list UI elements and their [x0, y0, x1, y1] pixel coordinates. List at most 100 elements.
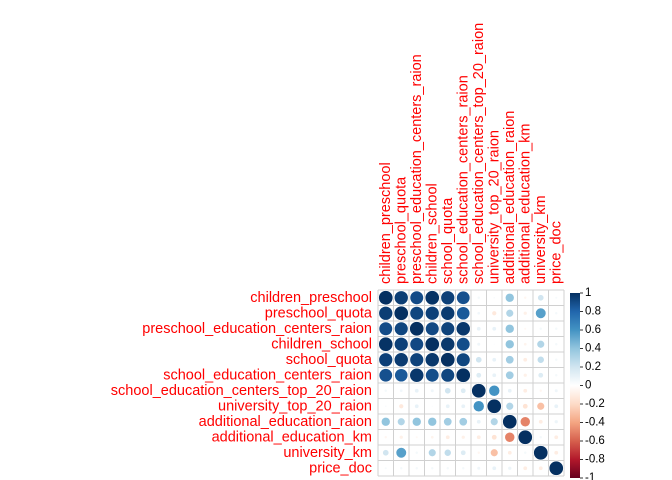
correlation-circle	[414, 466, 419, 471]
correlation-circle	[504, 431, 516, 443]
correlation-circle	[536, 339, 546, 349]
correlation-circle	[378, 336, 394, 352]
correlation-circle	[554, 357, 559, 362]
correlation-circle	[414, 388, 420, 394]
correlation-circle	[517, 429, 533, 445]
correlation-grid	[377, 289, 565, 477]
correlation-circle	[398, 403, 405, 410]
correlation-circle	[554, 326, 559, 331]
row-label: additional_education_km	[212, 429, 372, 445]
correlation-circle	[548, 460, 564, 476]
correlation-circle	[430, 466, 435, 471]
correlation-circle	[538, 419, 544, 425]
correlation-circle	[456, 337, 471, 352]
correlation-circle	[445, 466, 450, 471]
row-labels: children_preschoolpreschool_quotaprescho…	[111, 290, 373, 477]
correlation-circle	[491, 434, 498, 441]
correlation-circle	[523, 342, 528, 347]
colorbar-tick-label: 0.2	[585, 361, 601, 373]
correlation-circle	[382, 449, 390, 457]
correlation-circle	[440, 352, 456, 368]
correlation-circle	[456, 306, 471, 321]
correlation-circle	[394, 368, 409, 383]
correlation-circle	[486, 398, 502, 414]
correlation-circle	[523, 295, 528, 300]
colorbar	[570, 293, 580, 478]
correlation-circle	[424, 336, 440, 352]
colorbar-tick-label: 0.8	[585, 306, 601, 318]
correlation-circle	[395, 446, 408, 459]
correlation-circle	[414, 450, 419, 455]
correlation-circle	[399, 388, 404, 393]
correlation-circle	[553, 419, 559, 425]
correlation-circle	[380, 416, 391, 427]
correlation-circle	[378, 352, 394, 368]
correlation-circle	[378, 368, 393, 383]
correlation-circle	[476, 450, 481, 455]
correlation-circle	[476, 311, 481, 316]
correlation-circle	[476, 465, 482, 471]
correlation-circle	[522, 372, 528, 378]
correlation-circle	[378, 305, 394, 321]
correlation-circle	[534, 307, 547, 320]
row-label: preschool_education_centers_raion	[142, 321, 372, 337]
correlation-circle	[383, 388, 388, 393]
column-label: price_doc	[548, 221, 564, 284]
correlation-circle	[461, 466, 466, 471]
correlation-circle	[455, 321, 471, 337]
colorbar-tick-label: 0.4	[585, 343, 602, 355]
correlation-circle	[491, 357, 497, 363]
correlation-circle	[399, 466, 404, 471]
correlation-circle	[504, 339, 515, 350]
correlation-circle	[424, 305, 440, 321]
correlation-circle	[424, 352, 440, 368]
correlation-circles	[378, 290, 564, 476]
correlation-circle	[409, 336, 425, 352]
correlation-circle	[393, 352, 409, 368]
correlation-circle	[409, 305, 425, 321]
correlation-circle	[424, 290, 440, 306]
column-label: school_education_centers_raion	[455, 75, 471, 284]
correlation-circle	[538, 435, 543, 440]
correlation-circle	[519, 416, 531, 428]
correlation-circle	[537, 294, 545, 302]
correlation-circle	[424, 321, 440, 337]
row-label: university_top_20_raion	[218, 398, 372, 414]
correlation-circle	[440, 290, 456, 306]
column-label: preschool_education_centers_raion	[409, 54, 425, 284]
column-label: university_top_20_raion	[486, 130, 502, 284]
correlation-circle	[489, 417, 499, 427]
correlation-circle	[522, 465, 528, 471]
correlation-circle	[533, 445, 549, 461]
correlation-circle	[427, 416, 438, 427]
correlation-circle	[455, 367, 471, 383]
correlation-circle	[458, 417, 468, 427]
colorbar-tick-label: -1	[585, 472, 595, 480]
correlation-circle	[504, 292, 515, 303]
correlation-circle	[440, 336, 456, 352]
correlation-circle	[444, 387, 452, 395]
column-label: preschool_quota	[393, 176, 409, 284]
correlation-circle	[378, 290, 394, 306]
correlation-circle	[455, 352, 471, 368]
correlation-circle	[554, 311, 559, 316]
correlation-circle	[475, 356, 483, 364]
column-label: school_education_centers_top_20_raion	[471, 23, 487, 284]
correlation-circle	[398, 434, 404, 440]
correlation-circle	[476, 295, 481, 300]
correlation-circle	[538, 326, 543, 331]
correlation-circle	[443, 448, 452, 457]
correlation-circle	[430, 404, 434, 408]
correlation-circle	[505, 308, 515, 318]
column-label: children_school	[424, 183, 440, 284]
correlation-circle	[489, 448, 499, 458]
column-labels: children_preschool preschool_quota prescho…	[378, 23, 565, 284]
correlation-circle	[492, 296, 496, 300]
correlation-circle	[445, 403, 451, 409]
correlation-circle	[429, 388, 435, 394]
correlation-circle	[553, 434, 559, 440]
correlation-circle	[476, 326, 482, 332]
correlation-circle	[456, 290, 471, 305]
correlation-circle	[393, 290, 409, 306]
correlation-circle	[507, 388, 513, 394]
